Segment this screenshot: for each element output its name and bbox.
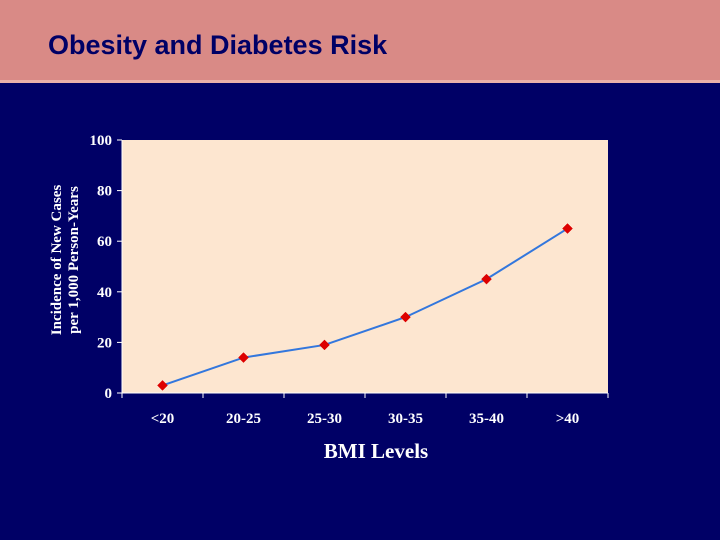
data-point-marker: [400, 311, 411, 323]
x-axis-label: BMI Levels: [324, 439, 428, 463]
x-tick-label: 25-30: [307, 411, 342, 427]
y-axis-label-line1: Incidence of New Cases: [49, 185, 65, 336]
slide-title: Obesity and Diabetes Risk: [48, 30, 388, 60]
data-point-marker: [562, 223, 573, 234]
y-tick-label: 60: [97, 234, 112, 250]
y-tick-label: 20: [97, 335, 112, 351]
data-point-marker: [481, 273, 492, 285]
x-tick-label: 20-25: [226, 411, 261, 427]
x-tick-label: <20: [151, 411, 175, 427]
y-tick-label: 80: [97, 184, 112, 200]
plot-area: [122, 140, 608, 393]
y-tick-label: 100: [90, 133, 113, 149]
x-tick-label: >40: [556, 411, 580, 427]
y-tick-label: 40: [97, 285, 112, 301]
data-point-marker: [319, 339, 330, 351]
y-tick-label: 0: [105, 386, 113, 402]
data-point-marker: [157, 380, 168, 391]
data-point-marker: [238, 352, 249, 363]
x-tick-label: 30-35: [388, 411, 423, 427]
slide-header: Obesity and Diabetes Risk: [0, 0, 720, 83]
series-line: [162, 227, 569, 387]
y-axis-label-line2: per 1,000 Person-Years: [66, 186, 82, 334]
x-tick-label: 35-40: [469, 411, 504, 427]
